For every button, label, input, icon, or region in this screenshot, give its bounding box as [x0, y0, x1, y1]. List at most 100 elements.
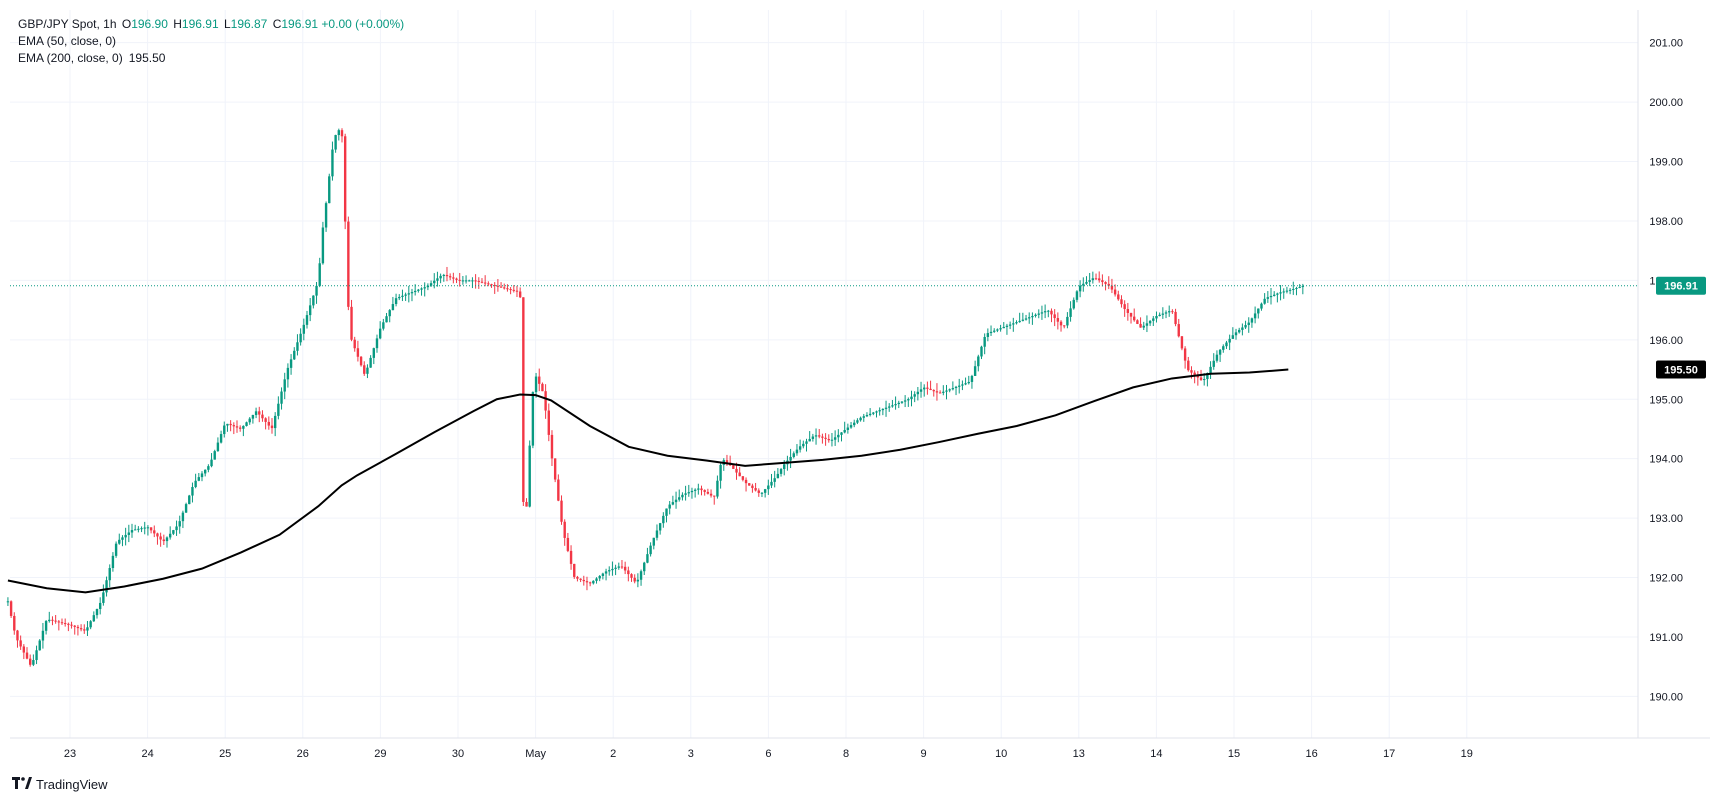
legend-ema50[interactable]: EMA (50, close, 0): [18, 34, 117, 48]
candle: [223, 421, 226, 438]
candle: [802, 440, 805, 449]
candle: [585, 576, 589, 591]
candle: [1037, 309, 1040, 319]
candle: [544, 384, 547, 419]
candle: [1043, 304, 1047, 319]
ema-200-tag-text: 195.50: [1664, 365, 1698, 377]
candle: [789, 448, 792, 469]
candle: [92, 611, 96, 622]
candle: [754, 482, 757, 492]
candle: [961, 380, 964, 391]
candle: [658, 522, 662, 535]
candle: [868, 408, 872, 417]
candle: [1113, 284, 1117, 297]
x-tick-label: 16: [1305, 748, 1317, 760]
candle: [827, 434, 830, 443]
candle: [16, 629, 19, 648]
candle: [375, 334, 379, 353]
legend-o-label: O: [121, 17, 132, 31]
candle: [652, 537, 655, 550]
candle: [643, 561, 646, 575]
candle: [598, 575, 601, 582]
candle: [926, 381, 929, 395]
candle: [369, 355, 372, 368]
candle: [1139, 317, 1142, 328]
candle: [378, 321, 382, 340]
candle: [897, 400, 900, 409]
candle: [210, 453, 213, 468]
candle: [512, 285, 515, 293]
candle: [1295, 286, 1298, 296]
legend-o-value: 196.90: [131, 17, 168, 31]
candle: [916, 386, 920, 401]
candle: [458, 272, 461, 287]
tradingview-brand[interactable]: TradingView: [12, 776, 108, 792]
candle: [178, 515, 181, 534]
x-tick-label: 3: [688, 748, 694, 760]
candle: [321, 221, 325, 265]
candle: [1126, 302, 1130, 321]
candle: [894, 396, 897, 410]
last-price-tag-text: 196.91: [1664, 281, 1698, 293]
candle: [821, 433, 824, 444]
candle: [445, 266, 449, 282]
legend-change: +0.00 (+0.00%): [321, 17, 405, 31]
candle: [1002, 322, 1005, 329]
candle: [229, 420, 232, 432]
candle: [162, 534, 166, 545]
candle: [824, 433, 827, 446]
candle: [1129, 312, 1133, 324]
candle: [1187, 356, 1190, 372]
x-tick-label: 9: [921, 748, 927, 760]
candle: [293, 347, 296, 360]
candle: [261, 410, 264, 422]
candle: [776, 468, 780, 479]
candle: [1225, 340, 1228, 349]
candle: [907, 397, 910, 407]
candle: [200, 471, 204, 482]
candle: [878, 407, 881, 416]
candle: [1171, 309, 1174, 314]
candle: [528, 440, 531, 508]
candle: [716, 475, 719, 499]
candle: [999, 324, 1002, 332]
candle: [639, 569, 643, 586]
candle: [264, 417, 267, 430]
x-tick-label: 8: [843, 748, 849, 760]
ema-200-line: [7, 368, 1289, 594]
legend-ema200: EMA (200, close, 0): [18, 51, 123, 65]
candle: [881, 408, 885, 416]
candle: [604, 568, 608, 581]
candle: [474, 274, 477, 289]
candle: [219, 430, 223, 444]
candle: [417, 288, 420, 293]
candle: [579, 578, 582, 583]
candle: [133, 524, 137, 531]
y-tick-label: 193.00: [1649, 513, 1683, 525]
candle: [363, 361, 366, 376]
candle: [1148, 320, 1152, 326]
candle: [608, 566, 611, 576]
candle: [1107, 276, 1110, 290]
axes: 190.00 191.00 192.00 193.00 194.00 195.00 196.…: [10, 10, 1710, 760]
candle: [350, 299, 353, 342]
candle: [509, 287, 512, 295]
legend-c-value: 196.91: [281, 17, 319, 31]
candle: [958, 378, 961, 394]
candle: [1276, 292, 1279, 303]
candle: [553, 458, 557, 483]
candle: [1247, 317, 1250, 333]
candle: [525, 498, 528, 507]
legend-ema200-row[interactable]: EMA (200, close, 0) 195.50: [18, 50, 404, 67]
candle: [1168, 305, 1171, 317]
candle: [833, 430, 837, 446]
candle: [477, 277, 480, 289]
candle: [569, 545, 573, 570]
y-tick-label: 199.00: [1649, 157, 1683, 169]
candle: [655, 524, 659, 541]
candle: [67, 622, 70, 632]
candle: [410, 288, 414, 302]
candle: [181, 510, 185, 529]
